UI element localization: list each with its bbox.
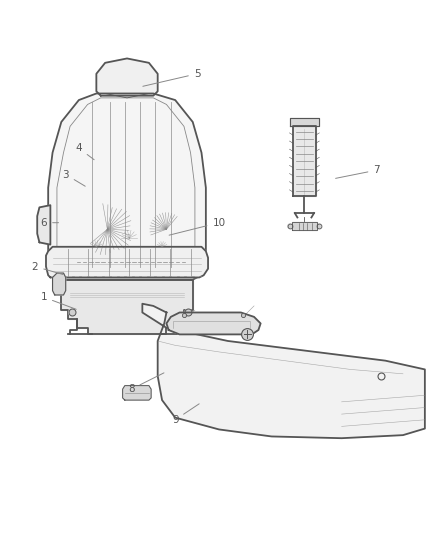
Polygon shape (48, 93, 206, 280)
Text: 8: 8 (128, 373, 164, 394)
Text: 1: 1 (40, 292, 76, 309)
Polygon shape (166, 312, 261, 334)
Circle shape (242, 329, 253, 340)
Text: 3: 3 (62, 169, 85, 186)
Polygon shape (37, 205, 50, 245)
Text: 4: 4 (75, 143, 94, 160)
Polygon shape (46, 247, 208, 278)
Circle shape (69, 309, 76, 316)
Polygon shape (290, 118, 319, 126)
Polygon shape (53, 273, 66, 295)
Polygon shape (61, 280, 193, 334)
Text: 5: 5 (143, 69, 201, 86)
Circle shape (317, 224, 321, 229)
Polygon shape (142, 304, 425, 438)
Text: 2: 2 (32, 262, 63, 274)
Polygon shape (123, 386, 151, 400)
Text: 10: 10 (169, 217, 226, 235)
Text: 9: 9 (172, 404, 199, 425)
Circle shape (288, 224, 292, 229)
Text: 6: 6 (40, 217, 59, 228)
Text: 7: 7 (336, 165, 380, 179)
Polygon shape (96, 59, 158, 96)
Polygon shape (293, 126, 316, 197)
Polygon shape (292, 222, 317, 230)
Circle shape (185, 309, 192, 316)
